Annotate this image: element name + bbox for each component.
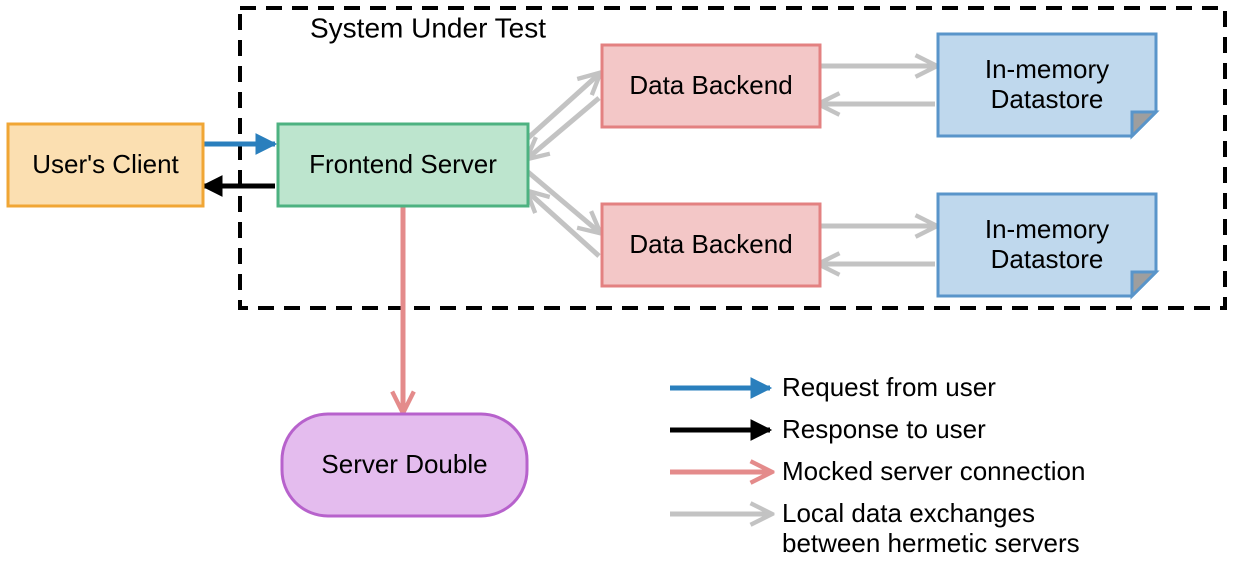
legend-label-local-line2: between hermetic servers [782, 528, 1080, 558]
node-datastore1-label2: Datastore [991, 84, 1104, 114]
node-backend1-label: Data Backend [629, 70, 792, 100]
node-frontend-label: Frontend Server [309, 149, 497, 179]
node-frontend: Frontend Server [278, 124, 528, 206]
node-backend2: Data Backend [602, 204, 820, 286]
node-server_double-label: Server Double [321, 449, 487, 479]
node-datastore2-label1: In-memory [985, 214, 1109, 244]
node-datastore1: In-memoryDatastore [938, 34, 1156, 136]
node-user_client: User's Client [8, 124, 203, 206]
legend-label-mock: Mocked server connection [782, 456, 1085, 486]
node-backend2-label: Data Backend [629, 229, 792, 259]
legend-label-req: Request from user [782, 372, 996, 402]
node-server_double: Server Double [282, 414, 527, 516]
diagram-title: System Under Test [310, 12, 546, 43]
node-user_client-label: User's Client [32, 149, 179, 179]
node-datastore2: In-memoryDatastore [938, 194, 1156, 296]
legend-label-local: Local data exchanges [782, 498, 1035, 528]
legend-label-resp: Response to user [782, 414, 986, 444]
node-datastore1-label1: In-memory [985, 54, 1109, 84]
node-datastore2-label2: Datastore [991, 244, 1104, 274]
node-backend1: Data Backend [602, 45, 820, 127]
